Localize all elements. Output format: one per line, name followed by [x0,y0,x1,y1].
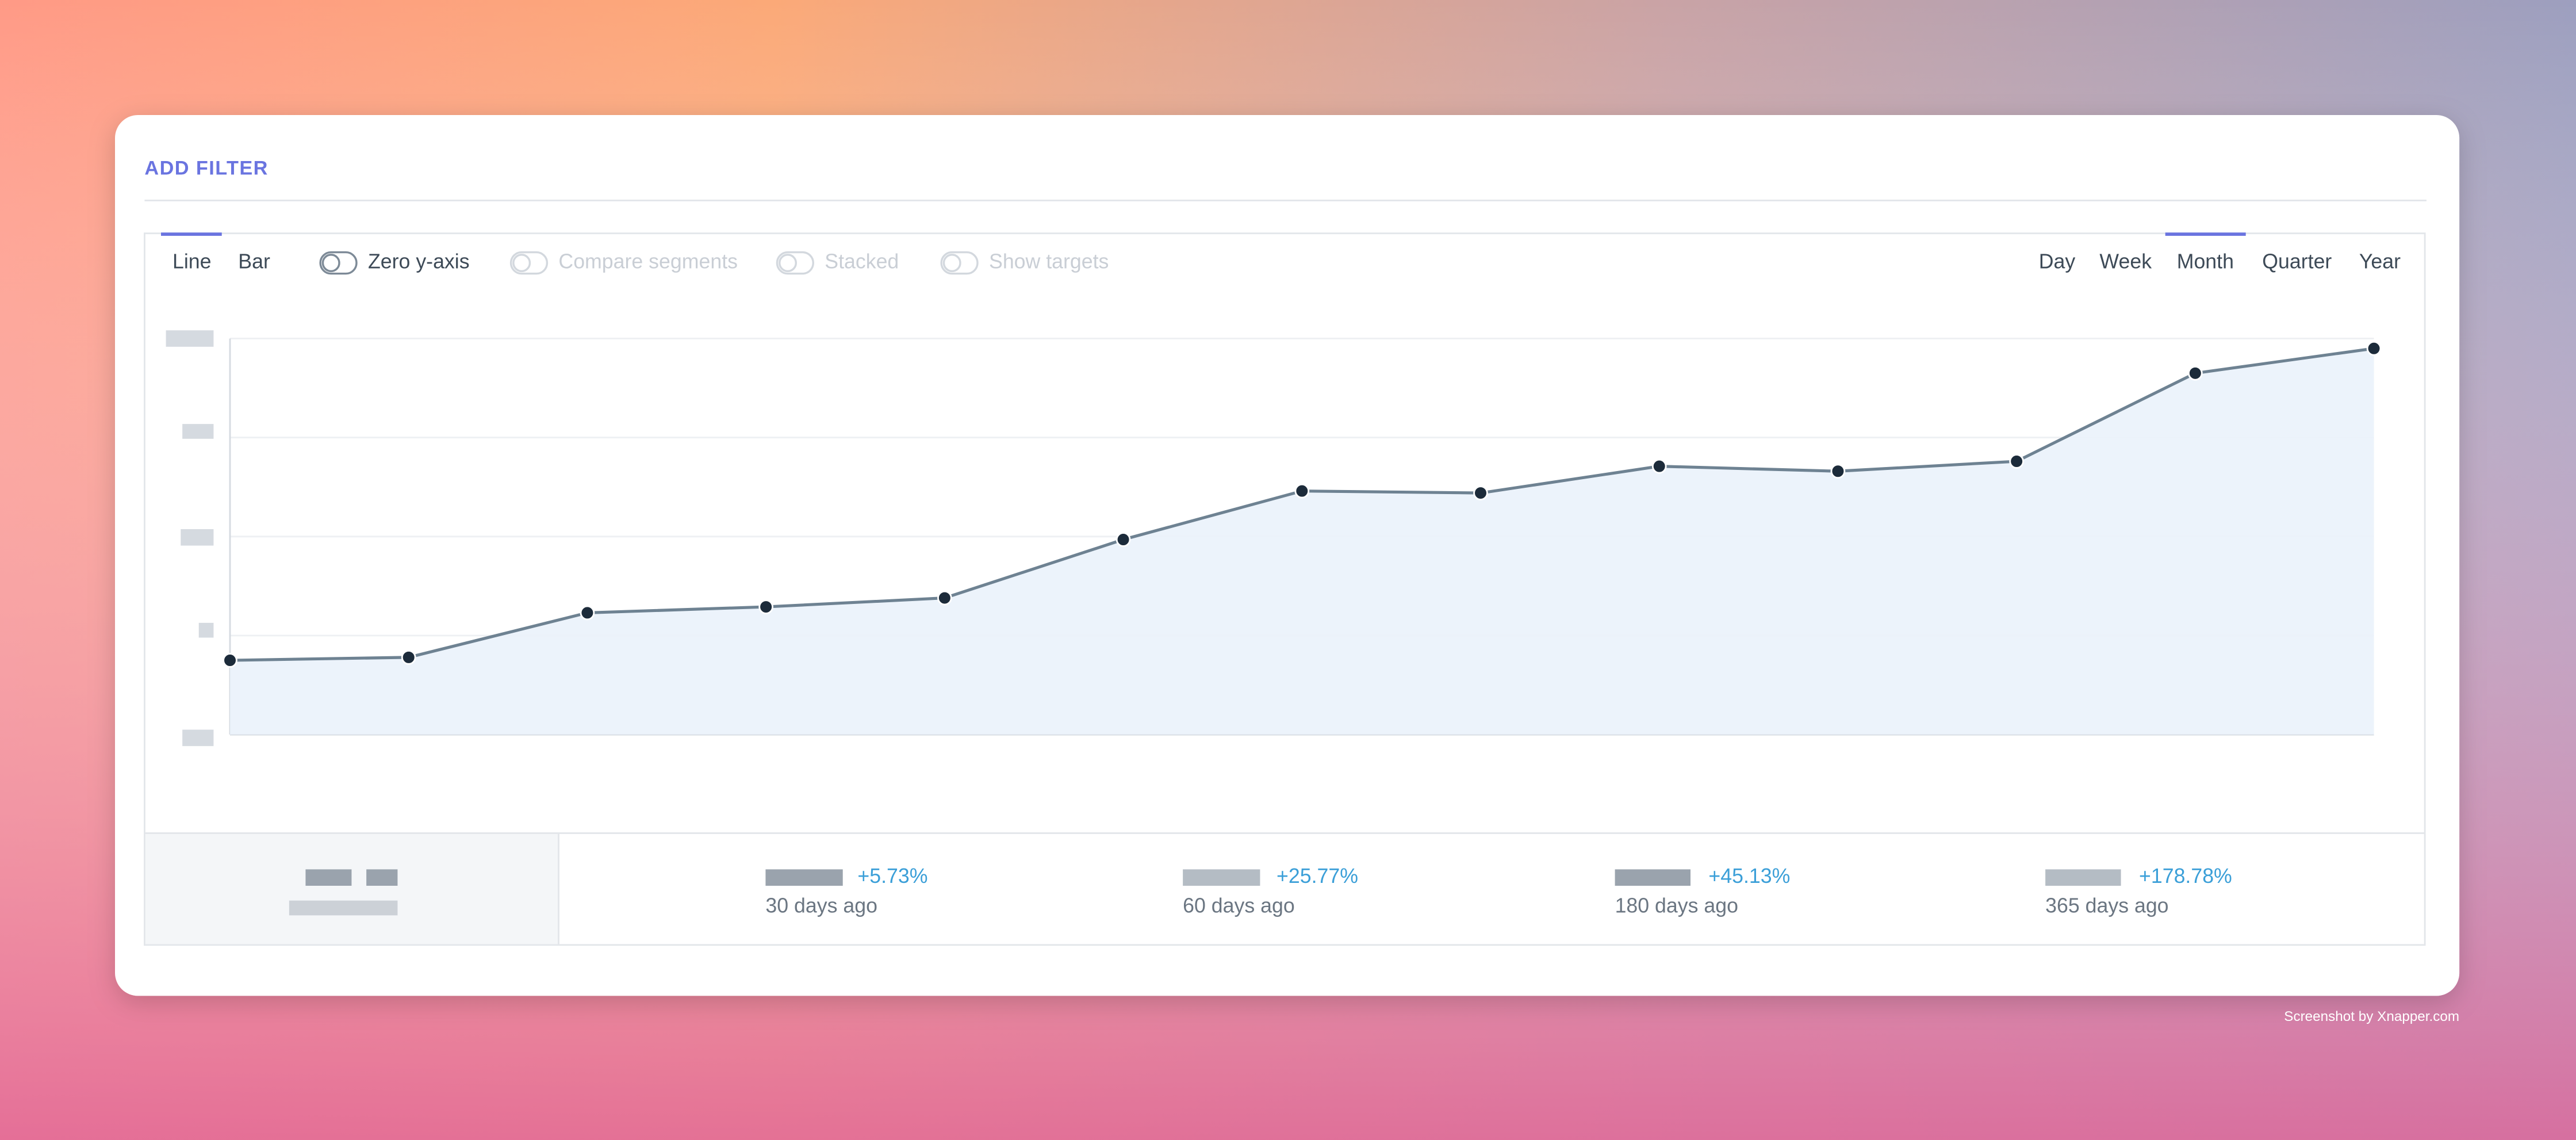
toggle-knob [321,254,340,273]
stat-label: 60 days ago [1183,894,1295,917]
toggle-knob [779,254,797,273]
redacted [765,869,843,886]
toggle[interactable] [940,251,979,275]
point [2188,365,2203,381]
toggle-label[interactable]: Stacked [825,250,899,273]
stat-change: +25.77% [1276,864,1358,887]
toggle[interactable] [509,251,549,275]
period-tab[interactable]: Week [2099,250,2152,273]
point [1116,532,1131,547]
point [2009,454,2024,469]
stat-label: 30 days ago [765,894,877,917]
summary-cell [145,834,559,944]
point [223,653,237,668]
area [230,348,2374,735]
chart-panel [144,232,2426,946]
stat-change: +178.78% [2139,864,2232,887]
add-filter[interactable]: ADD FILTER [144,157,268,179]
active-indicator [161,232,222,236]
redacted [2045,869,2121,886]
chart-type-tab[interactable]: Line [172,250,212,273]
stat-label: 365 days ago [2045,894,2168,917]
point [580,605,595,621]
point [401,650,416,665]
stat-change: +45.13% [1708,864,1790,887]
period-tab[interactable]: Month [2177,250,2234,273]
redacted-axis-labels [166,330,214,747]
redacted [1183,869,1260,886]
point [1473,485,1488,500]
redacted [289,900,398,916]
point [937,590,952,606]
toggle[interactable] [776,251,814,275]
stat-change: +5.73% [857,864,927,887]
period-tab[interactable]: Day [2039,250,2076,273]
redacted [182,424,214,439]
redacted-summary [289,869,2121,916]
redacted [166,330,214,347]
redacted [182,729,214,747]
toggle-label[interactable]: Compare segments [558,250,738,273]
redacted [366,869,398,886]
period-tab[interactable]: Year [2359,250,2401,273]
point [1294,483,1310,499]
point [1830,464,1846,479]
toggle-knob [512,254,531,273]
redacted [305,869,352,886]
point [1651,458,1667,474]
toggle-knob [942,254,961,273]
toggle-label[interactable]: Show targets [989,250,1109,273]
plot [223,338,2382,736]
redacted [181,529,214,546]
stat-label: 180 days ago [1615,894,1738,917]
watermark: Screenshot by Xnapper.com [2284,1009,2459,1024]
active-indicator [2165,232,2246,236]
point [2366,341,2382,356]
redacted [198,622,214,638]
toggle-label[interactable]: Zero y-axis [368,250,470,273]
redacted [1615,869,1690,886]
toggle[interactable] [319,251,358,275]
chart-type-tab[interactable]: Bar [238,250,270,273]
period-tab[interactable]: Quarter [2262,250,2332,273]
point [758,599,773,614]
